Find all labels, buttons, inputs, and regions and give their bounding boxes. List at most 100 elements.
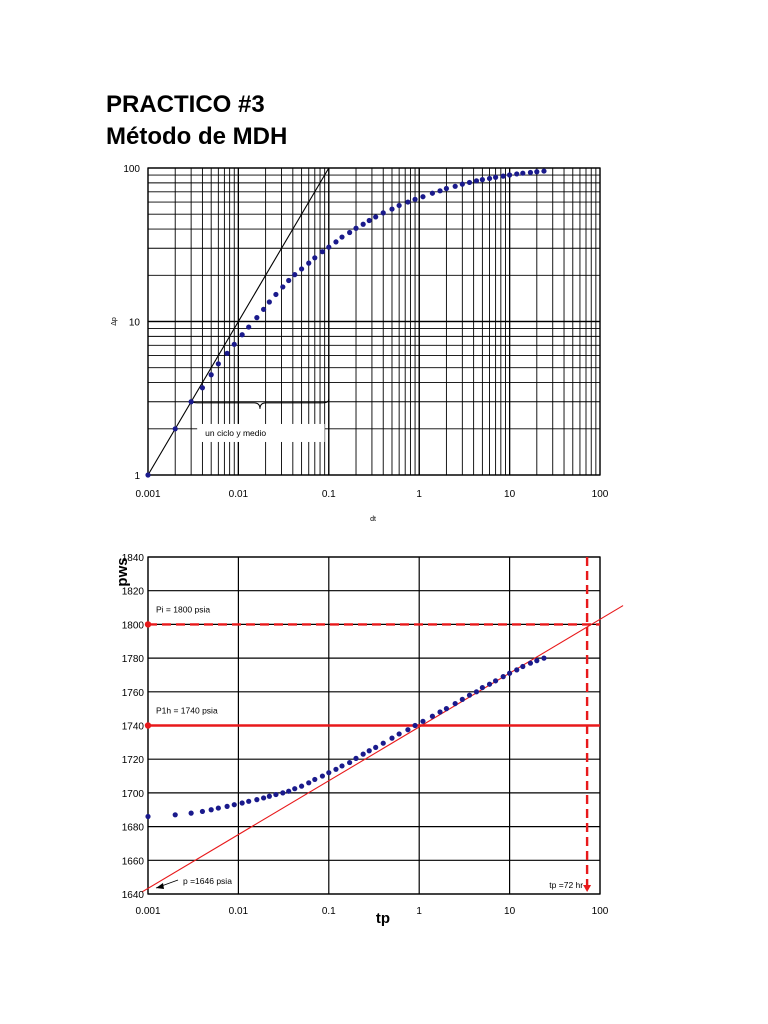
data-point <box>280 790 286 796</box>
data-point <box>541 168 547 174</box>
x-tick-label: 0.01 <box>229 906 249 917</box>
data-point <box>298 266 305 272</box>
data-point <box>500 173 506 179</box>
data-point <box>541 655 547 661</box>
data-point <box>172 812 178 818</box>
data-point <box>466 179 473 186</box>
data-point <box>479 177 485 183</box>
data-point <box>396 731 402 737</box>
y-axis-label: Δp <box>111 317 118 326</box>
data-point <box>520 170 526 176</box>
data-point <box>306 260 312 266</box>
p1h-marker <box>144 722 152 729</box>
data-point <box>145 472 151 478</box>
x-tick-label: 1 <box>416 489 422 500</box>
data-point <box>479 684 485 691</box>
x-tick-label: 10 <box>504 906 516 917</box>
data-point <box>292 786 298 792</box>
annotation-brace <box>190 398 330 409</box>
data-point <box>188 810 194 816</box>
y-tick-label: 1800 <box>122 620 145 631</box>
data-point <box>373 744 379 751</box>
y-tick-label: 1740 <box>122 722 145 733</box>
data-point <box>527 169 534 176</box>
pi-label: Pi = 1800 psia <box>156 604 210 614</box>
y-tick-label: 100 <box>123 164 140 175</box>
data-point <box>492 678 499 684</box>
data-point <box>492 174 499 180</box>
data-point <box>273 291 279 298</box>
annotation-box <box>197 423 325 442</box>
data-point <box>514 667 520 673</box>
data-point <box>437 709 443 715</box>
pi-marker <box>144 621 152 628</box>
data-point <box>534 658 540 664</box>
data-point <box>326 244 332 250</box>
data-point <box>347 229 353 236</box>
x-tick-label: 0.1 <box>322 906 336 917</box>
y-tick-label: 1640 <box>122 890 145 901</box>
data-point <box>507 172 513 178</box>
data-point <box>459 696 465 702</box>
data-point <box>231 341 237 347</box>
data-point <box>429 190 436 196</box>
data-point <box>260 795 267 801</box>
data-point <box>215 805 221 811</box>
tp-label: tp =72 hr <box>549 880 583 890</box>
y-tick-label: 1660 <box>122 856 145 867</box>
x-tick-label: 100 <box>592 906 609 917</box>
data-point <box>396 202 402 209</box>
data-point <box>452 183 458 189</box>
y-tick-label: 1720 <box>122 755 145 766</box>
data-point <box>246 798 252 804</box>
data-point <box>286 277 292 284</box>
data-point <box>534 169 540 175</box>
y-tick-label: 1780 <box>122 654 145 665</box>
data-point <box>380 210 386 216</box>
data-point <box>486 681 493 687</box>
y-axis-label: pws <box>114 557 131 586</box>
data-point <box>215 361 221 367</box>
y-tick-label: 1680 <box>122 823 145 834</box>
data-point <box>486 175 493 182</box>
page-title-line-1: PRACTICO #3 <box>106 91 265 118</box>
data-point <box>298 783 305 789</box>
data-point <box>373 214 379 220</box>
data-point <box>286 788 292 794</box>
y-tick-label: 10 <box>129 318 141 329</box>
x-tick-label: 0.001 <box>135 906 160 917</box>
data-point <box>347 759 353 766</box>
data-point <box>224 803 230 809</box>
data-point <box>360 221 366 227</box>
data-point <box>459 181 465 187</box>
data-point <box>231 802 237 808</box>
data-point <box>312 776 318 783</box>
x-tick-label: 1 <box>416 906 422 917</box>
data-point <box>520 663 526 670</box>
data-point <box>208 372 214 378</box>
data-point <box>266 793 272 799</box>
data-point <box>199 385 206 391</box>
x-tick-label: 0.01 <box>229 489 249 500</box>
p1h-label: P1h = 1740 psia <box>156 706 218 716</box>
data-point <box>260 306 267 312</box>
x-tick-label: 100 <box>592 489 609 500</box>
data-point <box>527 660 534 666</box>
data-point <box>360 751 366 757</box>
data-point <box>254 797 260 803</box>
data-point <box>420 194 426 200</box>
data-point <box>412 722 418 729</box>
data-point <box>312 255 318 261</box>
p-arrowhead <box>156 883 164 889</box>
plot-frame <box>147 167 601 476</box>
annotation-label: un ciclo y medio <box>205 428 266 438</box>
data-point <box>188 399 194 405</box>
data-point <box>366 748 372 754</box>
data-point <box>507 670 513 676</box>
y-tick-label: 1840 <box>122 553 145 564</box>
x-tick-label: 0.1 <box>322 489 336 500</box>
data-point <box>254 315 260 321</box>
data-point <box>224 350 230 356</box>
data-point <box>443 185 450 192</box>
